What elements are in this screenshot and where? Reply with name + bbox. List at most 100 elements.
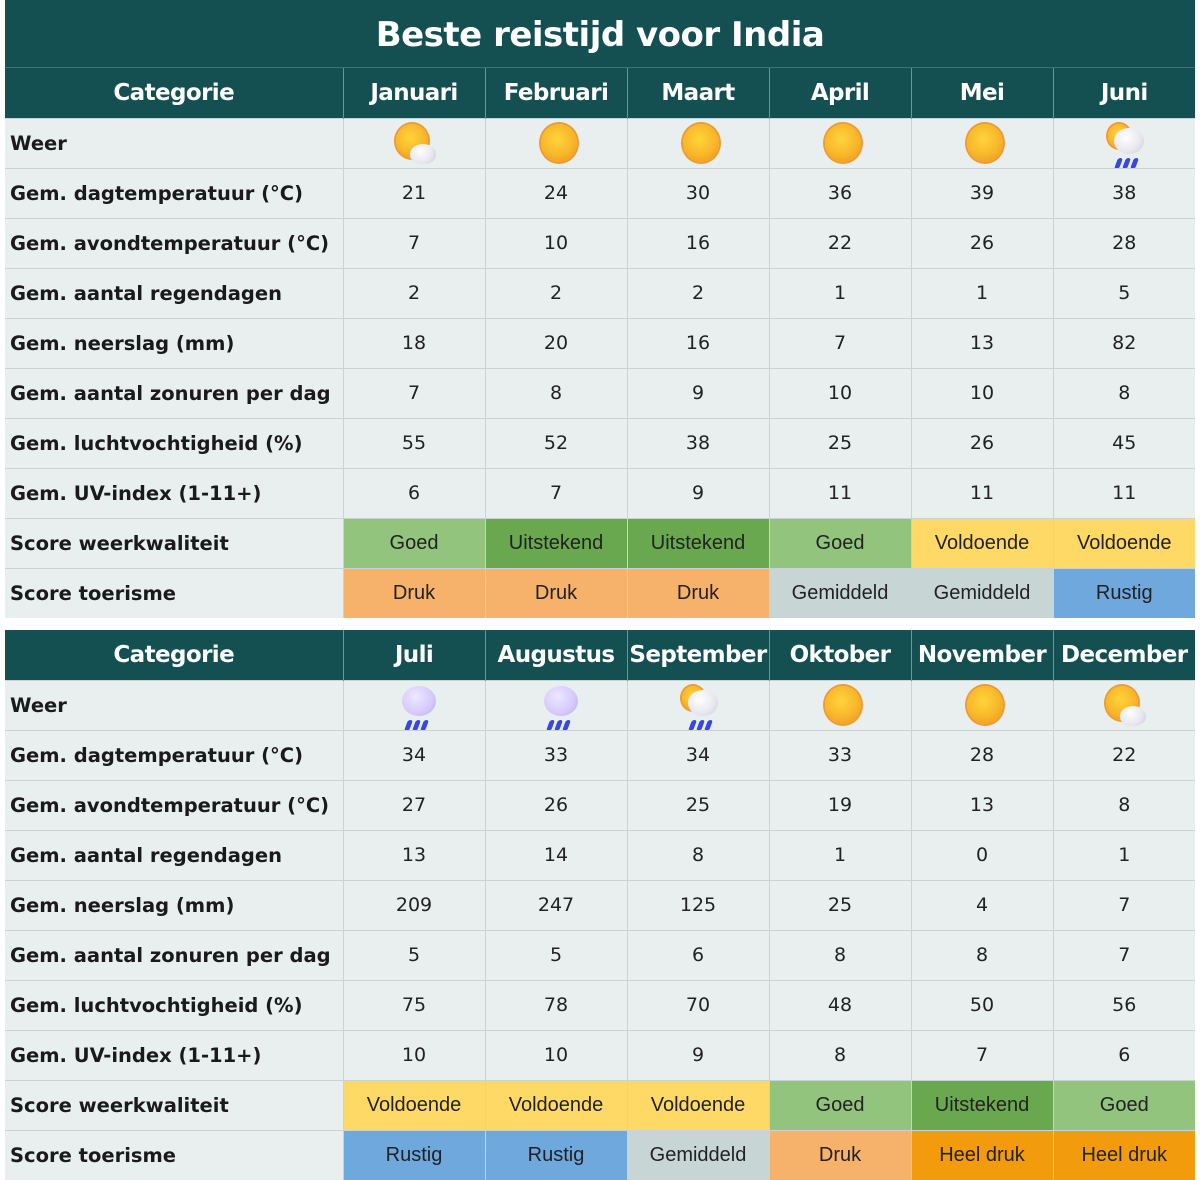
score-weather-badge: Goed (1052, 1079, 1195, 1130)
row-label: Score weerkwaliteit (5, 1079, 343, 1130)
value-cell: 34 (342, 729, 485, 780)
value-cell: 78 (484, 979, 627, 1030)
value-cell: 27 (342, 779, 485, 830)
score-weather-row: Score weerkwaliteit Voldoende Voldoende Vol… (5, 1079, 1195, 1130)
row-label: Gem. dagtemperatuur (°C) (5, 729, 343, 780)
header-month: Maart (626, 68, 769, 118)
score-tourism-badge: Gemiddeld (768, 567, 911, 618)
score-weather-badge: Voldoende (1052, 517, 1195, 568)
sun-icon (818, 122, 862, 164)
score-weather-row: Score weerkwaliteit Goed Uitstekend Uitstek… (5, 517, 1195, 568)
value-cell: 70 (626, 979, 769, 1030)
value-cell: 8 (910, 929, 1053, 980)
value-cell: 8 (1052, 779, 1195, 830)
value-cell: 21 (342, 167, 485, 218)
value-cell: 28 (910, 729, 1053, 780)
row-label: Gem. UV-index (1-11+) (5, 467, 343, 518)
value-cell: 5 (342, 929, 485, 980)
value-cell: 11 (910, 467, 1053, 518)
page-title: Beste reistijd voor India (5, 0, 1195, 68)
value-cell: 20 (484, 317, 627, 368)
table-row: Gem. luchtvochtigheid (%) 75 78 70 48 50 56 (5, 979, 1195, 1030)
header-month: November (910, 630, 1053, 680)
score-weather-badge: Voldoende (910, 517, 1053, 568)
value-cell: 48 (768, 979, 911, 1030)
weather-cell (626, 117, 769, 168)
value-cell: 7 (768, 317, 911, 368)
score-tourism-badge: Gemiddeld (910, 567, 1053, 618)
value-cell: 7 (910, 1029, 1053, 1080)
weather-row: Weer (5, 117, 1195, 168)
table-row: Gem. dagtemperatuur (°C) 34 33 34 33 28 22 (5, 729, 1195, 780)
row-label: Gem. avondtemperatuur (°C) (5, 217, 343, 268)
value-cell: 0 (910, 829, 1053, 880)
sun-icon (960, 684, 1004, 726)
value-cell: 38 (1052, 167, 1195, 218)
value-cell: 1 (1052, 829, 1195, 880)
score-tourism-badge: Heel druk (910, 1129, 1053, 1180)
sun-behind-cloud-icon (392, 122, 436, 164)
value-cell: 13 (910, 779, 1053, 830)
table-row: Gem. aantal regendagen 2 2 2 1 1 5 (5, 267, 1195, 318)
value-cell: 26 (910, 217, 1053, 268)
score-weather-badge: Voldoende (342, 1079, 485, 1130)
value-cell: 6 (1052, 1029, 1195, 1080)
score-tourism-badge: Gemiddeld (626, 1129, 769, 1180)
header-month: Juni (1052, 68, 1195, 118)
value-cell: 26 (910, 417, 1053, 468)
score-weather-badge: Voldoende (484, 1079, 627, 1130)
score-tourism-badge: Druk (342, 567, 485, 618)
score-weather-badge: Uitstekend (910, 1079, 1053, 1130)
value-cell: 10 (484, 1029, 627, 1080)
value-cell: 7 (1052, 929, 1195, 980)
value-cell: 22 (768, 217, 911, 268)
weather-cell (342, 117, 485, 168)
weather-cell (768, 679, 911, 730)
value-cell: 7 (342, 367, 485, 418)
score-tourism-row: Score toerisme Rustig Rustig Gemiddeld Druk H… (5, 1129, 1195, 1180)
weather-cell (910, 679, 1053, 730)
row-label: Score toerisme (5, 1129, 343, 1180)
value-cell: 6 (626, 929, 769, 980)
row-label: Gem. dagtemperatuur (°C) (5, 167, 343, 218)
score-weather-badge: Uitstekend (484, 517, 627, 568)
table-spacer (5, 618, 1195, 630)
table-row: Gem. aantal zonuren per dag 7 8 9 10 10 8 (5, 367, 1195, 418)
weather-cell (342, 679, 485, 730)
score-weather-badge: Goed (342, 517, 485, 568)
header-month: Juli (342, 630, 485, 680)
score-weather-badge: Voldoende (626, 1079, 769, 1130)
header-month: September (626, 630, 769, 680)
row-label: Gem. aantal zonuren per dag (5, 929, 343, 980)
weather-cell (768, 117, 911, 168)
value-cell: 2 (484, 267, 627, 318)
weather-cell (910, 117, 1053, 168)
value-cell: 8 (768, 1029, 911, 1080)
value-cell: 125 (626, 879, 769, 930)
value-cell: 56 (1052, 979, 1195, 1030)
table-row: Gem. dagtemperatuur (°C) 21 24 30 36 39 38 (5, 167, 1195, 218)
table-row: Gem. avondtemperatuur (°C) 27 26 25 19 13 8 (5, 779, 1195, 830)
score-weather-badge: Goed (768, 1079, 911, 1130)
value-cell: 25 (768, 879, 911, 930)
row-label: Weer (5, 679, 343, 730)
value-cell: 13 (910, 317, 1053, 368)
sun-icon (818, 684, 862, 726)
value-cell: 19 (768, 779, 911, 830)
row-label: Gem. aantal regendagen (5, 267, 343, 318)
value-cell: 16 (626, 317, 769, 368)
header-row: Categorie Januari Februari Maart April Mei Jun… (5, 68, 1195, 118)
value-cell: 4 (910, 879, 1053, 930)
score-tourism-row: Score toerisme Druk Druk Druk Gemiddeld Gemid… (5, 567, 1195, 618)
value-cell: 7 (1052, 879, 1195, 930)
table-row: Gem. aantal regendagen 13 14 8 1 0 1 (5, 829, 1195, 880)
header-month: Mei (910, 68, 1053, 118)
sun-behind-cloud-icon (1102, 684, 1147, 726)
value-cell: 247 (484, 879, 627, 930)
row-label: Gem. neerslag (mm) (5, 317, 343, 368)
score-tourism-badge: Druk (484, 567, 627, 618)
value-cell: 11 (768, 467, 911, 518)
value-cell: 22 (1052, 729, 1195, 780)
value-cell: 52 (484, 417, 627, 468)
score-weather-badge: Goed (768, 517, 911, 568)
